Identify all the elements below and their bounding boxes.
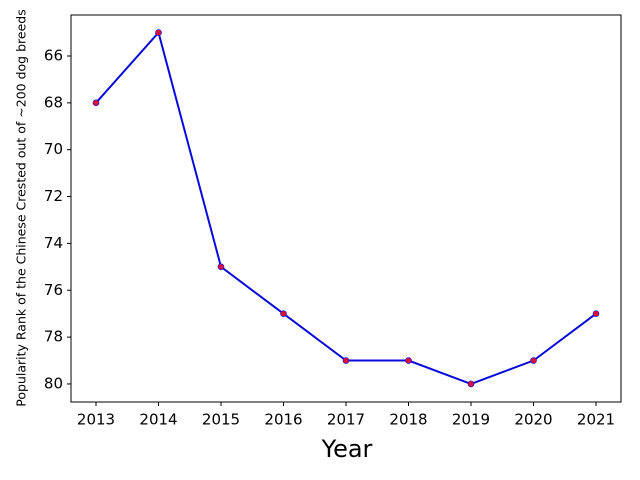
x-tick-label: 2013 [77, 411, 115, 429]
x-tick-label: 2016 [264, 411, 302, 429]
y-axis-label: Popularity Rank of the Chinese Crested o… [14, 9, 29, 406]
marker [467, 380, 475, 388]
plot-frame [70, 14, 622, 403]
x-tick-label: 2018 [389, 411, 427, 429]
x-tick-label: 2020 [514, 411, 552, 429]
y-tick-label: 68 [44, 93, 63, 111]
x-tick-label: 2015 [202, 411, 240, 429]
x-tick-label: 2017 [327, 411, 365, 429]
y-tick-label: 72 [44, 187, 63, 205]
y-tick-label: 78 [44, 328, 63, 346]
y-tick-label: 70 [44, 140, 63, 158]
line [95, 30, 597, 386]
marker [405, 357, 412, 364]
marker [592, 310, 600, 317]
marker [217, 263, 225, 271]
x-tick-label: 2019 [452, 411, 490, 429]
y-tick-label: 80 [44, 374, 63, 392]
marker [92, 99, 100, 107]
marker [530, 357, 537, 364]
marker [342, 357, 350, 364]
marker [155, 29, 162, 36]
y-tick-label: 74 [44, 234, 63, 252]
marker [280, 310, 287, 317]
y-tick-label: 66 [44, 46, 63, 64]
x-tick-label: 2021 [577, 411, 615, 429]
y-tick-label: 76 [44, 281, 63, 299]
x-axis-label: Year [321, 435, 373, 463]
x-tick-label: 2014 [139, 411, 177, 429]
